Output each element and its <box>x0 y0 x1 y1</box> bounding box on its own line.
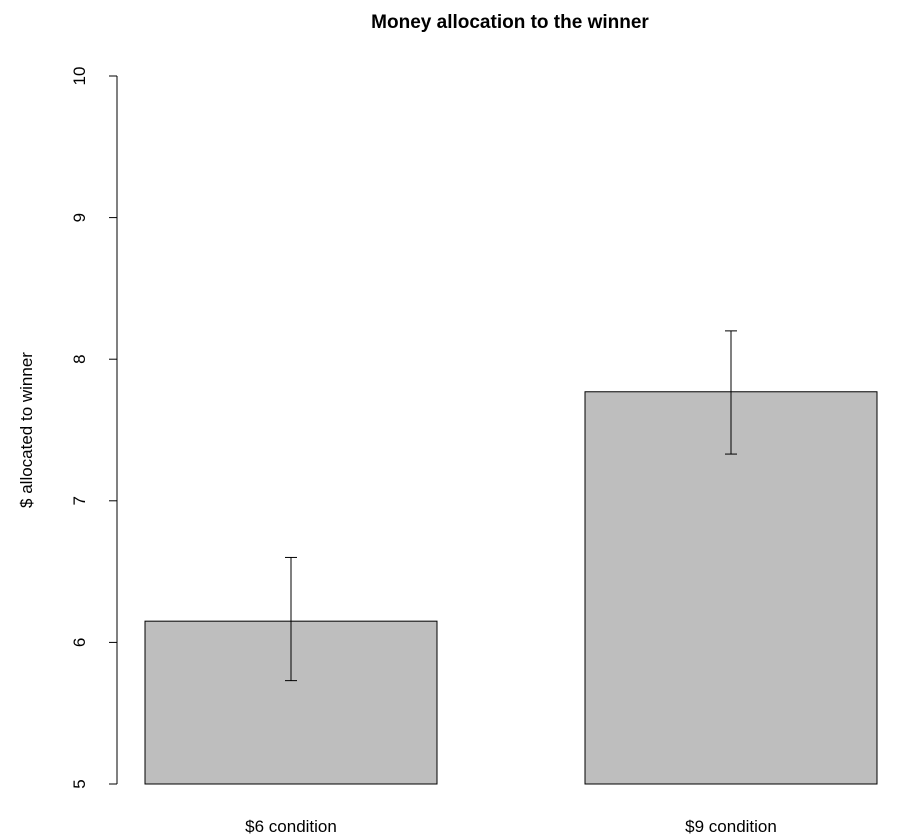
y-axis: 5 6 7 8 9 10 <box>70 67 118 789</box>
error-bars-group <box>285 330 737 682</box>
x-category-label: $9 condition <box>685 817 777 836</box>
bar <box>584 391 878 785</box>
y-tick-label: 5 <box>70 779 89 788</box>
chart-title: Money allocation to the winner <box>371 12 649 33</box>
y-axis-label: $ allocated to winner <box>17 352 36 508</box>
bars-group <box>144 391 878 785</box>
y-tick-label: 10 <box>70 67 89 86</box>
x-category-label: $6 condition <box>245 817 337 836</box>
y-tick-label: 8 <box>70 354 89 363</box>
y-tick-label: 9 <box>70 213 89 222</box>
y-tick-label: 6 <box>70 638 89 647</box>
y-tick-label: 7 <box>70 496 89 505</box>
x-category-labels: $6 condition $9 condition <box>245 817 777 836</box>
